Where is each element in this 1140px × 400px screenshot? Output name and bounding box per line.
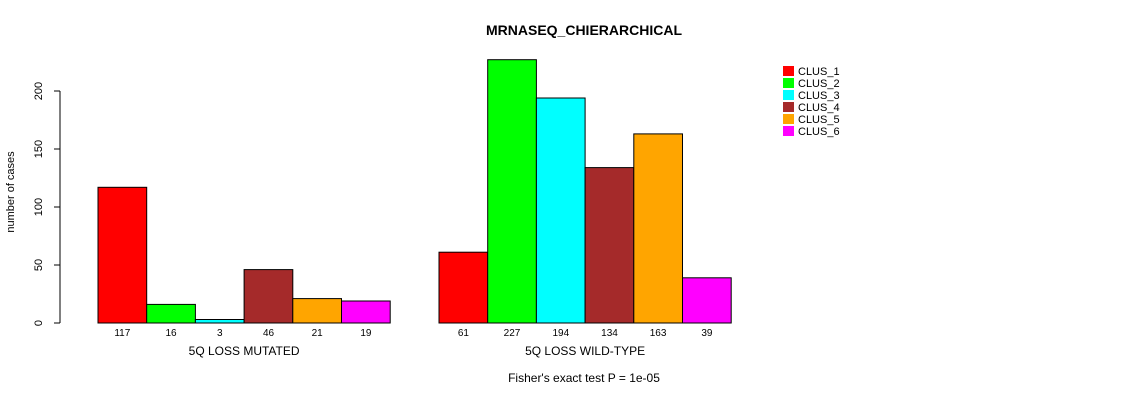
bar-clus-2	[146, 303, 196, 324]
bar-value-label: 117	[114, 328, 130, 339]
bar-value-label: 61	[458, 328, 470, 339]
legend-label: CLUS_1	[798, 66, 840, 78]
legend-swatch	[783, 102, 794, 112]
bar-value-label: 134	[601, 328, 618, 339]
legend-label: CLUS_4	[798, 102, 840, 114]
y-tick-label: 100	[33, 198, 45, 216]
bar-clus-1	[438, 251, 489, 324]
bar-value-label: 21	[312, 328, 324, 339]
y-axis-label: number of cases	[5, 151, 17, 233]
bar-clus-2	[487, 59, 537, 324]
legend-swatch	[783, 78, 794, 88]
bar-clus-1	[97, 186, 148, 324]
bar-clus-5	[292, 298, 342, 324]
bar-value-label: 19	[360, 328, 372, 339]
chart-title: MRNASEQ_CHIERARCHICAL	[486, 22, 682, 38]
legend-label: CLUS_6	[798, 126, 840, 138]
y-tick-label: 200	[33, 82, 45, 100]
y-tick-label: 150	[33, 140, 45, 158]
bar-clus-6	[682, 277, 732, 324]
bar-clus-4	[243, 269, 294, 324]
bar-clus-5	[633, 133, 683, 324]
legend-label: CLUS_3	[798, 90, 840, 102]
bar-value-label: 39	[701, 328, 713, 339]
bar-value-label: 227	[504, 328, 521, 339]
fisher-test-footnote: Fisher's exact test P = 1e-05	[508, 371, 660, 385]
bar-value-label: 16	[165, 328, 177, 339]
bar-clus-4	[584, 167, 635, 324]
legend-label: CLUS_2	[798, 78, 840, 90]
y-tick-label: 0	[33, 320, 45, 326]
bar-value-label: 163	[650, 328, 667, 339]
group-label: 5Q LOSS WILD-TYPE	[525, 344, 645, 358]
legend-swatch	[783, 66, 794, 76]
legend-swatch	[783, 90, 794, 100]
group-label: 5Q LOSS MUTATED	[189, 344, 300, 358]
legend-label: CLUS_5	[798, 114, 840, 126]
bar-clus-3	[194, 319, 245, 324]
bar-clus-6	[341, 300, 391, 324]
bar-clus-3	[535, 97, 586, 324]
legend-swatch	[783, 114, 794, 124]
legend-swatch	[783, 126, 794, 136]
bar-value-label: 46	[263, 328, 275, 339]
y-axis: 0 50 100 150 200	[33, 82, 61, 326]
bar-value-label: 3	[217, 328, 223, 339]
y-tick-label: 50	[33, 259, 45, 271]
bar-value-label: 194	[552, 328, 569, 339]
